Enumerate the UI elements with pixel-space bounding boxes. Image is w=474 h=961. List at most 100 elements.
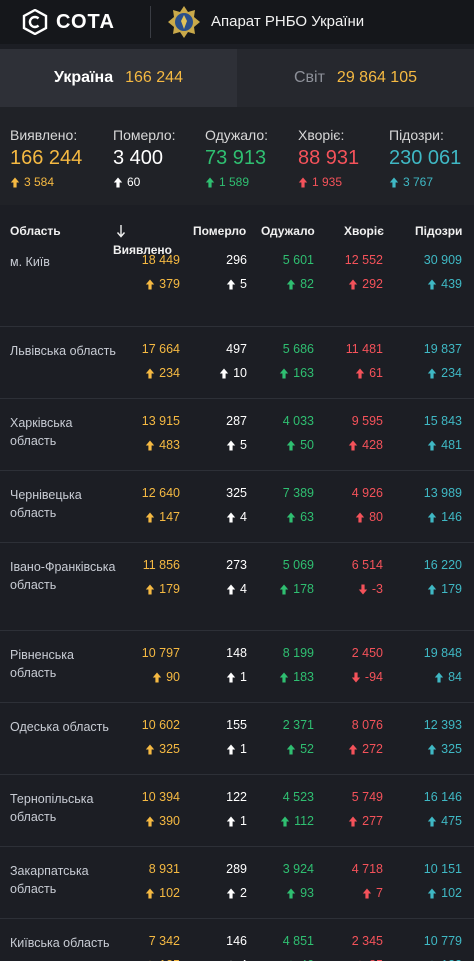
table-row[interactable]: Одеська область 10 602 325 155 1 2 371 52 8 076… bbox=[0, 703, 474, 775]
cell-recovered: 7 389 63 bbox=[283, 486, 314, 524]
region-name: Тернопільська область bbox=[10, 792, 94, 824]
arrow-up-icon bbox=[145, 279, 155, 290]
tab-ukraine[interactable]: Україна 166 244 bbox=[0, 49, 237, 107]
cota-logo[interactable]: СОТА bbox=[22, 9, 115, 35]
header-region[interactable]: Область bbox=[10, 224, 61, 238]
arrow-up-icon bbox=[434, 672, 444, 683]
table-row[interactable]: Київська область 7 342 135 146 4 4 851 46 2 345… bbox=[0, 919, 474, 961]
tab-world[interactable]: Світ 29 864 105 bbox=[237, 49, 474, 107]
table-row[interactable]: Харківська область 13 915 483 287 5 4 033 50 9 … bbox=[0, 399, 474, 471]
cell-value: 4 926 bbox=[351, 486, 383, 500]
cell-delta: 90 bbox=[142, 670, 180, 684]
cell-died: 146 4 bbox=[226, 934, 247, 961]
summary-value: 3 400 bbox=[113, 147, 164, 169]
rnbo-emblem-icon[interactable] bbox=[167, 5, 201, 39]
arrow-up-icon bbox=[389, 177, 399, 188]
cell-recovered: 2 371 52 bbox=[283, 718, 314, 756]
cell-delta: 292 bbox=[345, 277, 383, 291]
region-name: Чернівецька область bbox=[10, 488, 82, 520]
delta-value: 2 bbox=[240, 886, 247, 900]
cell-delta: 428 bbox=[348, 438, 383, 452]
cell-value: 10 394 bbox=[141, 790, 180, 804]
cell-delta: 10 bbox=[219, 366, 247, 380]
table-row[interactable]: м. Київ 18 449 379 296 5 5 601 82 12 552 292 30 9… bbox=[0, 253, 474, 327]
summary-stats: Виявлено: 166 244 3 584 Померло: 3 400 6… bbox=[0, 107, 474, 205]
cell-detected: 10 602 325 bbox=[142, 718, 180, 756]
header-detected[interactable]: Виявлено bbox=[113, 224, 172, 257]
cell-delta: 147 bbox=[142, 510, 180, 524]
cell-delta: 439 bbox=[424, 277, 462, 291]
arrow-up-icon bbox=[145, 368, 155, 379]
delta-value: 277 bbox=[362, 814, 383, 828]
delta-value: 163 bbox=[293, 366, 314, 380]
summary-value: 230 061 bbox=[389, 147, 462, 169]
cell-delta: 1 bbox=[226, 670, 247, 684]
region-name: Львівська область bbox=[10, 344, 116, 358]
delta-value: 63 bbox=[300, 510, 314, 524]
arrow-up-icon bbox=[226, 888, 236, 899]
cell-delta: 52 bbox=[283, 742, 314, 756]
arrow-up-icon bbox=[10, 177, 20, 188]
cell-delta: 234 bbox=[424, 366, 462, 380]
cell-recovered: 4 033 50 bbox=[283, 414, 314, 452]
delta-value: 183 bbox=[293, 670, 314, 684]
delta-value: 93 bbox=[300, 886, 314, 900]
delta-value: 5 bbox=[240, 277, 247, 291]
cell-recovered: 4 851 46 bbox=[283, 934, 314, 961]
arrow-up-icon bbox=[286, 744, 296, 755]
cell-value: 11 856 bbox=[142, 558, 180, 572]
delta-value: 84 bbox=[448, 670, 462, 684]
header-suspected[interactable]: Підозри bbox=[415, 224, 463, 238]
arrow-up-icon bbox=[145, 888, 155, 899]
cell-suspected: 10 779 132 bbox=[424, 934, 462, 961]
arrow-up-icon bbox=[226, 672, 236, 683]
arrow-down-icon bbox=[358, 584, 368, 595]
cell-value: 4 718 bbox=[351, 862, 383, 876]
region-name: Київська область bbox=[10, 936, 110, 950]
cell-delta: 390 bbox=[142, 814, 180, 828]
cell-delta: 102 bbox=[145, 886, 180, 900]
header-sick[interactable]: Хворіє bbox=[344, 224, 384, 238]
cell-delta: 475 bbox=[424, 814, 462, 828]
arrow-up-icon bbox=[226, 440, 236, 451]
cell-value: 2 371 bbox=[282, 718, 314, 732]
cell-value: 12 640 bbox=[141, 486, 180, 500]
arrow-up-icon bbox=[226, 816, 236, 827]
cell-delta: 1 bbox=[226, 742, 247, 756]
cell-recovered: 4 523 112 bbox=[280, 790, 314, 828]
cell-value: 296 bbox=[226, 253, 247, 267]
table-row[interactable]: Тернопільська область 10 394 390 122 1 4 523 1… bbox=[0, 775, 474, 847]
cell-value: 6 514 bbox=[351, 558, 383, 572]
table-row[interactable]: Львівська область 17 664 234 497 10 5 686 163 1… bbox=[0, 327, 474, 399]
cell-sick: 9 595 428 bbox=[348, 414, 383, 452]
arrow-up-icon bbox=[427, 279, 437, 290]
header-recovered[interactable]: Одужало bbox=[261, 224, 315, 238]
arrow-up-icon bbox=[279, 368, 289, 379]
cell-value: 8 199 bbox=[282, 646, 314, 660]
cell-suspected: 10 151 102 bbox=[424, 862, 462, 900]
cell-suspected: 19 837 234 bbox=[424, 342, 462, 380]
delta-value: 1 bbox=[240, 742, 247, 756]
arrow-up-icon bbox=[427, 512, 437, 523]
table-row[interactable]: Чернівецька область 12 640 147 325 4 7 389 63 4… bbox=[0, 471, 474, 543]
arrow-up-icon bbox=[348, 440, 358, 451]
cell-value: 11 481 bbox=[345, 342, 383, 356]
delta-value: -94 bbox=[364, 670, 383, 684]
cell-suspected: 15 843 481 bbox=[424, 414, 462, 452]
cell-value: 10 797 bbox=[141, 646, 180, 660]
summary-label: Підозри: bbox=[389, 127, 444, 143]
cell-delta: 5 bbox=[226, 277, 247, 291]
arrow-down-icon bbox=[116, 225, 126, 238]
header-died[interactable]: Померло bbox=[193, 224, 247, 238]
cell-value: 10 602 bbox=[141, 718, 180, 732]
delta-value: 179 bbox=[441, 582, 462, 596]
table-row[interactable]: Закарпатська область 8 931 102 289 2 3 924 93 4… bbox=[0, 847, 474, 919]
table-row[interactable]: Івано-Франківська область 11 856 179 273 4 5 … bbox=[0, 543, 474, 631]
arrow-up-icon bbox=[286, 512, 296, 523]
arrow-up-icon bbox=[226, 512, 236, 523]
cell-detected: 18 449 379 bbox=[142, 253, 180, 291]
cell-value: 8 076 bbox=[351, 718, 383, 732]
cell-detected: 13 915 483 bbox=[142, 414, 180, 452]
table-row[interactable]: Рівненська область 10 797 90 148 1 8 199 183 2 … bbox=[0, 631, 474, 703]
cell-died: 325 4 bbox=[226, 486, 247, 524]
